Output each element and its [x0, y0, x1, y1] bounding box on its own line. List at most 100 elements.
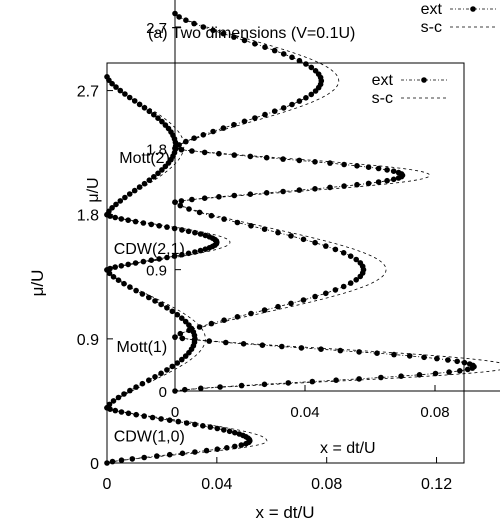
inset-ext-point: [279, 343, 285, 350]
main-plot-frame: [106, 62, 465, 464]
inset-ext-point: [247, 153, 254, 160]
inset-ext-point: [231, 152, 238, 158]
main-ext-point: [126, 191, 133, 197]
inset-ext-point: [312, 186, 318, 192]
main-ext-point: [169, 363, 176, 370]
inset-ext-point: [231, 34, 237, 40]
main-ext-point: [166, 417, 173, 424]
inset-ext-point: [332, 287, 339, 293]
inset-ext-point: [206, 338, 212, 344]
main-ext-point: [174, 311, 181, 318]
inset-ext-point: [289, 101, 295, 108]
main-ext-point: [118, 263, 125, 269]
main-ext-point: [155, 170, 161, 177]
inset-ext-point: [285, 380, 292, 386]
inset-ext-point: [179, 335, 186, 342]
inset-ext-point: [296, 98, 303, 104]
inset-ext-point: [216, 194, 222, 200]
inset-sc-curve-1: [174, 201, 387, 338]
main-ext-point: [146, 177, 153, 183]
inset-ext-point: [261, 226, 268, 232]
inset-ext-point: [398, 373, 404, 380]
inset-ext-point: [191, 135, 197, 141]
inset-ext-point: [252, 115, 258, 121]
inset-ext-point: [208, 212, 215, 219]
inset-ext-point: [216, 150, 222, 157]
inset-ext-point: [375, 165, 382, 172]
main-ext-point: [226, 428, 233, 435]
main-ext-point: [159, 167, 165, 173]
inset-ext-point: [200, 132, 207, 138]
inset-ext-point: [312, 293, 318, 300]
main-ext-point: [133, 384, 139, 390]
main-ext-point: [141, 413, 147, 419]
main-ext-point: [156, 256, 162, 262]
main-ext-point: [169, 308, 176, 315]
main-ext-point: [175, 418, 182, 425]
inset-ext-point: [378, 374, 384, 381]
inset-ext-point: [238, 382, 245, 389]
inset-x-axis-label: x = dt/U: [320, 440, 376, 457]
inset-ext-point: [457, 368, 463, 374]
main-ext-point: [158, 416, 164, 422]
main-ext-point: [179, 450, 186, 457]
inset-ext-point: [223, 339, 229, 346]
main-y-axis-label: μ/U: [28, 270, 47, 297]
main-ext-point: [185, 228, 192, 235]
inset-ext-point: [309, 378, 316, 385]
inset-ext-point: [262, 44, 268, 50]
inset-ext-point: [308, 64, 315, 71]
inset-ext-point: [196, 324, 203, 330]
inset-ext-point: [191, 20, 197, 27]
inset-ext-point: [434, 355, 440, 362]
inset-ext-point: [337, 347, 344, 354]
main-ext-point: [214, 425, 221, 432]
inset-ext-point: [221, 317, 227, 324]
inset-ext-point: [191, 337, 198, 343]
inset-y-ticks: 0 0.9 1.8 2.7: [146, 20, 181, 401]
main-ext-point: [214, 446, 221, 453]
inset-ext-point: [196, 209, 203, 216]
inset-ext-point: [248, 310, 254, 317]
inset-ext-point: [384, 167, 390, 173]
inset-ext-point: [210, 128, 216, 135]
inset-ext-point: [241, 37, 248, 44]
inset-ext-point: [323, 290, 329, 297]
inset-ext-point: [275, 229, 281, 236]
main-ext-point: [158, 301, 164, 308]
main-ext-point: [112, 264, 118, 270]
inset-ext-point: [356, 376, 362, 382]
inset-ext-point: [183, 17, 189, 24]
inset-ext-point: [220, 30, 227, 37]
main-ext-point: [125, 410, 132, 417]
main-ext-point: [151, 111, 157, 118]
inset-ext-point: [327, 160, 333, 166]
main-x-tick-label: 0.12: [421, 476, 452, 493]
main-ext-point: [148, 221, 155, 228]
main-ext-point: [131, 187, 138, 194]
main-points: [104, 74, 253, 466]
main-ext-point: [140, 220, 147, 226]
inset-ext-point: [289, 54, 295, 61]
inset-ext-point: [186, 206, 192, 212]
inset-ext-point: [357, 260, 364, 266]
main-ext-point: [112, 407, 119, 414]
main-ext-point: [146, 108, 153, 115]
main-ext-point: [179, 356, 185, 363]
inset-ext-point: [176, 142, 182, 148]
inset-y-tick-label: 1.8: [146, 141, 167, 158]
inset-legend-marker: [470, 6, 476, 12]
inset-ext-point: [201, 149, 208, 156]
inset-ext-point: [241, 118, 248, 125]
main-x-ticks: 0 0.04 0.08 0.12: [103, 457, 452, 493]
main-ext-point: [159, 118, 165, 125]
main-ext-point: [146, 377, 152, 384]
inset-ext-point: [271, 108, 278, 114]
main-ext-point: [107, 265, 113, 272]
inset-ext-point: [280, 105, 287, 111]
main-ext-point: [162, 122, 169, 128]
main-annotation-0: Mott(2): [119, 150, 170, 167]
main-ext-point: [182, 318, 189, 325]
inset-ext-point: [318, 346, 324, 353]
inset-ext-point: [252, 41, 258, 47]
